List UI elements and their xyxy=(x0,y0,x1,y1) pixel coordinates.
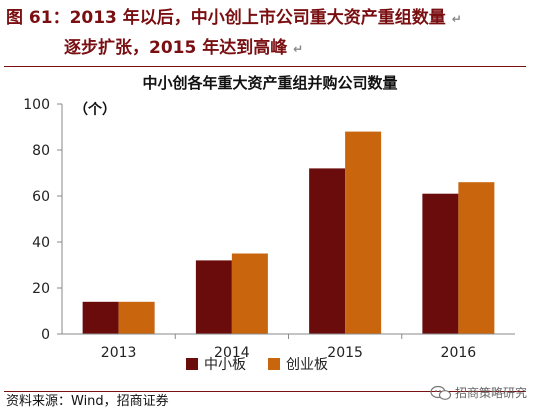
source-note: 资料来源：Wind，招商证券 xyxy=(6,394,169,409)
x-tick-label: 2013 xyxy=(101,345,137,361)
y-tick-label: 20 xyxy=(32,281,50,297)
y-tick-label: 40 xyxy=(32,235,50,251)
x-tick-label: 2016 xyxy=(441,345,477,361)
figure-title-line2: 逐步扩张，2015 年达到高峰 xyxy=(64,38,288,58)
legend-swatch-1 xyxy=(186,358,198,370)
x-axis: 2013 2014 2015 2016 xyxy=(62,333,515,361)
chart-title: 中小创各年重大资产重组并购公司数量 xyxy=(142,74,397,92)
bar-2014-series1 xyxy=(195,260,232,334)
bottom-divider xyxy=(4,391,526,392)
watermark: 招商策略研究 xyxy=(430,383,527,403)
paragraph-mark-icon: ↵ xyxy=(451,12,462,26)
legend-label-1: 中小板 xyxy=(204,357,246,373)
bars-group xyxy=(82,131,495,334)
y-axis: 0 20 40 60 80 100 xyxy=(23,97,63,343)
top-divider xyxy=(4,66,526,67)
bar-2015-series1 xyxy=(309,168,346,334)
x-tick-label: 2014 xyxy=(214,345,250,361)
watermark-text: 招商策略研究 xyxy=(454,386,527,400)
legend-label-2: 创业板 xyxy=(286,357,328,373)
legend-swatch-2 xyxy=(268,358,280,370)
bar-2015-series2 xyxy=(345,131,382,334)
legend: 中小板 创业板 xyxy=(186,357,328,373)
x-tick-label: 2015 xyxy=(327,345,363,361)
bar-2014-series2 xyxy=(231,253,268,334)
bar-2013-series1 xyxy=(82,301,119,334)
y-unit-label: （个） xyxy=(74,101,116,118)
y-tick-label: 80 xyxy=(32,143,50,159)
y-tick-label: 0 xyxy=(41,327,50,343)
y-tick-label: 100 xyxy=(23,97,50,113)
wechat-icon xyxy=(430,385,452,400)
bar-2013-series2 xyxy=(118,301,155,334)
figure-title-line1: 图 61：2013 年以后，中小创上市公司重大资产重组数量 xyxy=(6,8,446,28)
figure-title: 图 61：2013 年以后，中小创上市公司重大资产重组数量 ↵ 逐步扩张，201… xyxy=(6,4,531,64)
paragraph-mark-icon: ↵ xyxy=(293,42,304,56)
bar-2016-series1 xyxy=(422,193,459,334)
y-tick-label: 60 xyxy=(32,189,50,205)
bar-2016-series2 xyxy=(458,182,495,334)
